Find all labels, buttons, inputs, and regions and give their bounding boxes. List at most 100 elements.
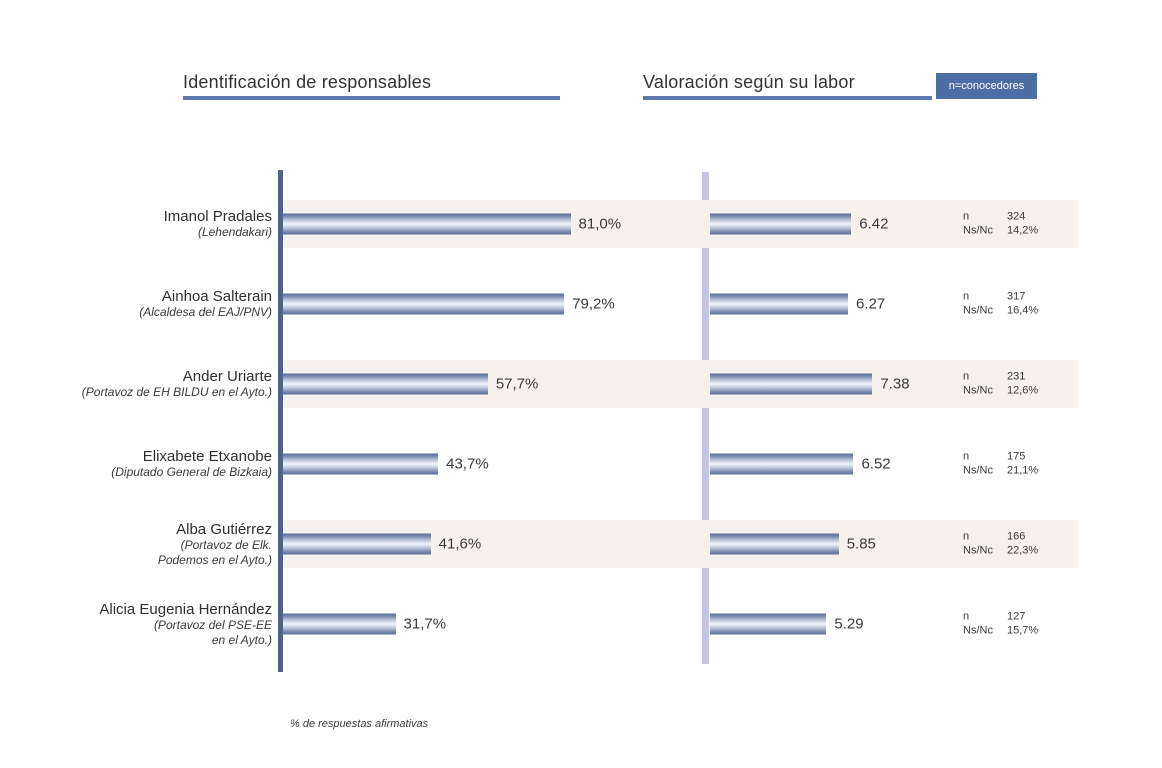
person-role: (Portavoz de EH BILDU en el Ayto.) (30, 385, 272, 399)
valuation-bar (710, 373, 873, 395)
identification-value: 31,7% (403, 615, 447, 633)
valuation-bar (710, 453, 854, 475)
person-role-line: (Alcaldesa del EAJ/PNV) (139, 305, 272, 320)
person-name: Imanol Pradales (163, 208, 272, 226)
valuation-bar-group: 6.42 (710, 213, 889, 235)
right-chart-axis (702, 172, 709, 664)
identification-bar-group: 41,6% (283, 533, 482, 555)
person-role-line: en el Ayto.) (211, 632, 272, 647)
n-label: n (963, 610, 970, 623)
right-chart-title: Valoración según su labor (643, 72, 855, 92)
chart-row: Alba Gutiérrez (Portavoz de Elk. Podemos… (0, 504, 1162, 584)
n-value: 324 (1007, 210, 1026, 223)
person-role-line: (Portavoz de Elk. (180, 538, 272, 553)
right-title-underline (643, 96, 932, 100)
nsnc-value: 15,7% (1007, 625, 1039, 637)
n-stats: n 166 Ns/Nc 22,3% (963, 530, 1038, 559)
identification-value: 41,6% (438, 535, 482, 553)
chart-row: Elixabete Etxanobe (Diputado General de … (0, 424, 1162, 504)
nsnc-value: 22,3% (1007, 545, 1039, 557)
x-axis-footnote: % de respuestas afirmativas (290, 718, 429, 730)
left-chart-axis (278, 170, 283, 672)
identification-bar-group: 79,2% (283, 293, 615, 315)
person-label: Elixabete Etxanobe (Diputado General de … (30, 448, 272, 480)
person-label: Ainhoa Salterain (Alcaldesa del EAJ/PNV) (30, 288, 272, 320)
valuation-bar (710, 533, 839, 555)
identification-value: 81,0% (578, 215, 622, 233)
n-value: 127 (1007, 610, 1026, 623)
person-role-line: (Portavoz de EH BILDU en el Ayto.) (81, 385, 272, 400)
person-role: (Portavoz del PSE-EE en el Ayto.) (30, 618, 272, 647)
valuation-bar-group: 7.38 (710, 373, 910, 395)
n-label: n (963, 370, 970, 383)
person-name: Alicia Eugenia Hernández (99, 600, 272, 618)
nsnc-value: 14,2% (1007, 225, 1039, 237)
n-label: n (963, 530, 970, 543)
chart-row: Ander Uriarte (Portavoz de EH BILDU en e… (0, 344, 1162, 424)
n-stats: n 175 Ns/Nc 21,1% (963, 450, 1038, 479)
person-name: Ainhoa Salterain (161, 288, 272, 306)
left-chart-title: Identificación de responsables (183, 72, 432, 92)
person-role-line: (Diputado General de Bizkaia) (111, 465, 272, 480)
chart-row: Imanol Pradales (Lehendakari) 81,0% 6.42… (0, 184, 1162, 264)
valuation-value: 7.38 (880, 375, 910, 393)
n-value: 166 (1007, 530, 1026, 543)
identification-value: 43,7% (446, 455, 489, 473)
n-stats: n 127 Ns/Nc 15,7% (963, 610, 1038, 639)
person-role: (Portavoz de Elk. Podemos en el Ayto.) (30, 538, 272, 567)
person-role: (Alcaldesa del EAJ/PNV) (30, 305, 272, 319)
identification-bar (283, 213, 571, 235)
valuation-bar-group: 6.27 (710, 293, 886, 315)
person-role: (Diputado General de Bizkaia) (30, 465, 272, 479)
n-value: 317 (1007, 290, 1026, 303)
identification-value: 57,7% (495, 375, 539, 393)
valuation-bar-group: 5.29 (710, 613, 864, 635)
n-label: n (963, 210, 970, 223)
n-stats: n 231 Ns/Nc 12,6% (963, 370, 1038, 399)
identification-value: 79,2% (572, 295, 615, 313)
person-label: Alicia Eugenia Hernández (Portavoz del P… (30, 601, 272, 647)
identification-bar (283, 373, 488, 395)
valuation-bar (710, 293, 848, 315)
person-role-line: (Lehendakari) (197, 225, 272, 240)
nsnc-value: 16,4% (1007, 305, 1039, 317)
nsnc-label: Ns/Nc (963, 385, 993, 397)
identification-bar-group: 31,7% (283, 613, 447, 635)
identification-bar (283, 453, 439, 475)
nsnc-value: 12,6% (1007, 385, 1039, 397)
chart-row: Alicia Eugenia Hernández (Portavoz del P… (0, 584, 1162, 664)
identification-bar-group: 57,7% (283, 373, 539, 395)
valuation-value: 6.27 (855, 295, 886, 313)
n-stats: n 324 Ns/Nc 14,2% (963, 210, 1038, 239)
n-value: 231 (1007, 370, 1026, 383)
nsnc-label: Ns/Nc (963, 305, 993, 317)
n-conocedores-badge: n=conocedores (936, 73, 1037, 99)
n-stats: n 317 Ns/Nc 16,4% (963, 290, 1038, 319)
chart-row: Ainhoa Salterain (Alcaldesa del EAJ/PNV)… (0, 264, 1162, 344)
left-title-underline (183, 96, 560, 100)
nsnc-label: Ns/Nc (963, 465, 993, 477)
identification-bar (283, 613, 396, 635)
valuation-bar (710, 213, 852, 235)
n-label: n (963, 450, 970, 463)
person-role-line: (Portavoz del PSE-EE (153, 618, 272, 633)
nsnc-label: Ns/Nc (963, 225, 993, 237)
person-name: Elixabete Etxanobe (142, 448, 272, 466)
nsnc-label: Ns/Nc (963, 545, 993, 557)
person-label: Imanol Pradales (Lehendakari) (30, 208, 272, 240)
valuation-bar-group: 5.85 (710, 533, 876, 555)
nsnc-label: Ns/Nc (963, 625, 993, 637)
person-name: Alba Gutiérrez (176, 520, 272, 538)
person-label: Ander Uriarte (Portavoz de EH BILDU en e… (30, 368, 272, 400)
person-role: (Lehendakari) (30, 225, 272, 239)
person-name: Ander Uriarte (182, 368, 272, 386)
n-value: 175 (1007, 450, 1026, 463)
valuation-value: 6.42 (859, 215, 889, 233)
person-role-line: Podemos en el Ayto.) (157, 552, 272, 567)
valuation-bar (710, 613, 827, 635)
n-label: n (963, 290, 970, 303)
valuation-value: 5.85 (846, 535, 876, 553)
valuation-value: 5.29 (834, 615, 864, 633)
identification-bar (283, 293, 565, 315)
